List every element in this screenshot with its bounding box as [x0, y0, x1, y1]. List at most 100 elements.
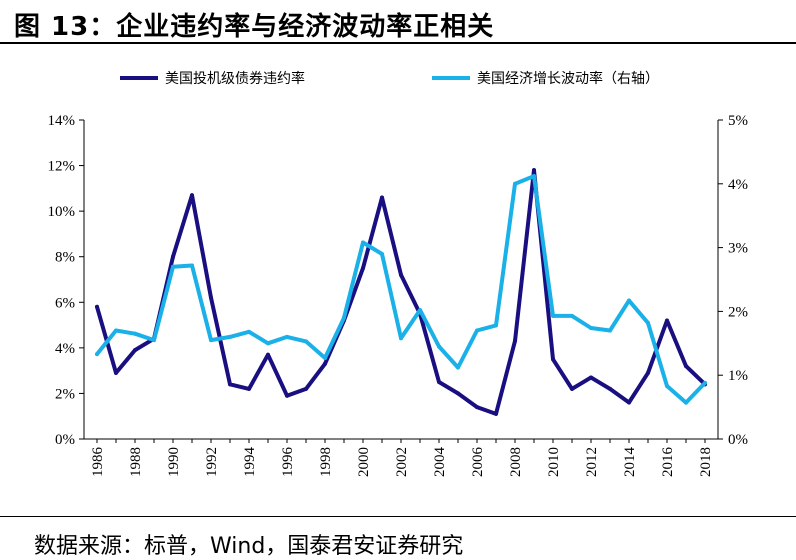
- y-right-tick-label: 3%: [728, 241, 748, 257]
- point-growth-volatility: [437, 344, 441, 349]
- y-right-tick-label: 5%: [728, 113, 748, 129]
- x-tick-label: 2010: [546, 447, 562, 477]
- point-default-rate: [228, 382, 232, 387]
- x-tick-label: 2014: [622, 447, 638, 478]
- point-growth-volatility: [342, 315, 346, 320]
- point-growth-volatility: [152, 338, 156, 343]
- point-growth-volatility: [323, 355, 327, 360]
- y-left-tick-label: 6%: [55, 295, 75, 311]
- point-default-rate: [171, 254, 175, 259]
- point-growth-volatility: [133, 331, 137, 336]
- point-growth-volatility: [665, 384, 669, 389]
- x-tick-label: 1990: [166, 447, 182, 477]
- point-growth-volatility: [304, 339, 308, 344]
- point-default-rate: [646, 370, 650, 375]
- x-tick-label: 1986: [90, 447, 106, 478]
- point-default-rate: [608, 386, 612, 391]
- point-growth-volatility: [703, 380, 707, 385]
- point-growth-volatility: [380, 251, 384, 256]
- point-growth-volatility: [513, 181, 517, 186]
- x-tick-label: 2016: [660, 447, 676, 478]
- legend-label-growth-volatility: 美国经济增长波动率（右轴）: [477, 70, 659, 87]
- y-left-tick-label: 8%: [55, 250, 75, 266]
- point-default-rate: [95, 304, 99, 309]
- point-growth-volatility: [532, 174, 536, 179]
- point-default-rate: [285, 393, 289, 398]
- point-default-rate: [266, 352, 270, 357]
- point-growth-volatility: [209, 338, 213, 343]
- point-default-rate: [380, 195, 384, 200]
- x-tick-label: 1988: [128, 447, 144, 477]
- point-growth-volatility: [456, 365, 460, 370]
- x-tick-label: 1994: [242, 447, 258, 478]
- point-default-rate: [589, 375, 593, 380]
- point-growth-volatility: [171, 264, 175, 269]
- point-growth-volatility: [190, 263, 194, 268]
- point-growth-volatility: [285, 334, 289, 339]
- point-growth-volatility: [247, 329, 251, 334]
- x-tick-label: 1998: [318, 447, 334, 477]
- point-growth-volatility: [475, 328, 479, 333]
- y-left-tick-label: 10%: [48, 204, 76, 220]
- x-tick-label: 1992: [204, 447, 220, 477]
- point-growth-volatility: [627, 298, 631, 303]
- point-default-rate: [190, 193, 194, 198]
- point-growth-volatility: [551, 313, 555, 318]
- y-left-tick-label: 12%: [48, 159, 76, 175]
- x-tick-label: 2004: [432, 447, 448, 478]
- point-default-rate: [494, 411, 498, 416]
- y-right-tick-label: 4%: [728, 177, 748, 193]
- point-default-rate: [513, 339, 517, 344]
- point-default-rate: [209, 295, 213, 300]
- point-growth-volatility: [266, 341, 270, 346]
- point-default-rate: [627, 400, 631, 405]
- legend-label-default-rate: 美国投机级债券违约率: [165, 70, 305, 87]
- point-growth-volatility: [589, 325, 593, 330]
- x-tick-label: 1996: [280, 447, 296, 478]
- point-default-rate: [114, 370, 118, 375]
- point-growth-volatility: [228, 334, 232, 339]
- point-default-rate: [437, 380, 441, 385]
- point-default-rate: [684, 364, 688, 369]
- y-right-tick-label: 2%: [728, 304, 748, 320]
- y-right-tick-label: 0%: [728, 432, 748, 448]
- point-growth-volatility: [418, 308, 422, 313]
- chart: 0% 2% 4% 6% 8% 10% 12% 14% 0% 1% 2% 3% 4% 5% 1986 1988 1…: [48, 70, 749, 478]
- y-left-tick-label: 14%: [48, 113, 76, 129]
- y-left-tick-label: 2%: [55, 386, 75, 402]
- point-default-rate: [456, 391, 460, 396]
- x-tick-label: 2002: [394, 447, 410, 477]
- point-default-rate: [133, 348, 137, 353]
- point-growth-volatility: [494, 323, 498, 328]
- point-growth-volatility: [646, 320, 650, 325]
- point-default-rate: [475, 405, 479, 410]
- point-default-rate: [247, 386, 251, 391]
- y-left-tick-label: 0%: [55, 432, 75, 448]
- point-growth-volatility: [570, 313, 574, 318]
- point-growth-volatility: [684, 400, 688, 405]
- point-growth-volatility: [95, 352, 99, 357]
- x-tick-label: 2000: [356, 447, 372, 477]
- y-right-tick-label: 1%: [728, 368, 748, 384]
- series-line-default-rate: [95, 168, 707, 416]
- point-growth-volatility: [114, 328, 118, 333]
- point-default-rate: [323, 361, 327, 366]
- figure-title: 图 13：企业违约率与经济波动率正相关: [14, 12, 495, 42]
- x-tick-label: 2006: [470, 447, 486, 478]
- point-growth-volatility: [608, 328, 612, 333]
- point-growth-volatility: [361, 240, 365, 245]
- source-rule: [0, 516, 796, 517]
- point-default-rate: [570, 386, 574, 391]
- source-note: 数据来源：标普，Wind，国泰君安证券研究: [34, 534, 464, 559]
- point-default-rate: [665, 318, 669, 323]
- x-tick-label: 2008: [508, 447, 524, 477]
- y-left-tick-label: 4%: [55, 341, 75, 357]
- x-tick-label: 2012: [584, 447, 600, 477]
- point-default-rate: [361, 266, 365, 271]
- point-default-rate: [399, 272, 403, 277]
- point-default-rate: [304, 386, 308, 391]
- point-default-rate: [551, 357, 555, 362]
- point-growth-volatility: [399, 336, 403, 341]
- point-default-rate: [532, 168, 536, 173]
- title-rule: [0, 42, 796, 44]
